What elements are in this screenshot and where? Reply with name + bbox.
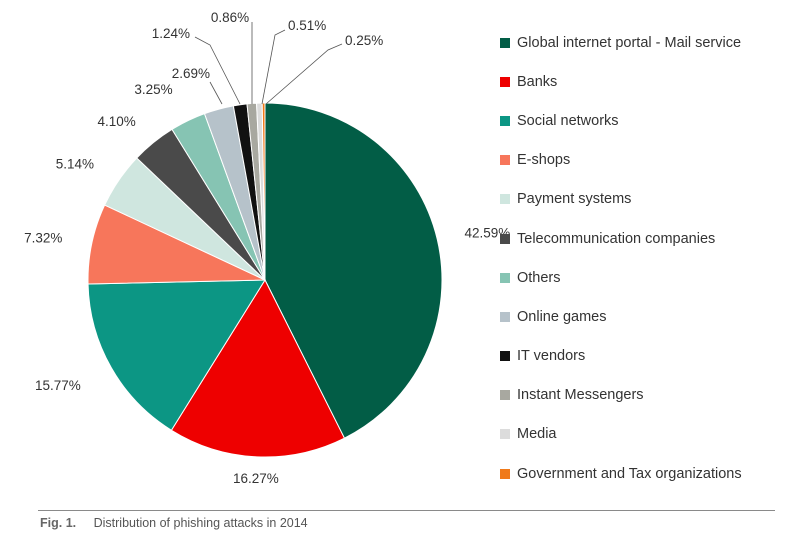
legend-swatch — [500, 351, 510, 362]
legend-label: E-shops — [517, 152, 571, 169]
legend-item: Instant Messengers — [500, 376, 742, 415]
legend-item: Telecommunication companies — [500, 219, 742, 258]
chart-legend: Global internet portal - Mail service Ban… — [500, 23, 742, 493]
legend-label: IT vendors — [517, 348, 586, 365]
legend-label: Global internet portal - Mail service — [517, 34, 742, 51]
slice-value-label: 42.59% — [465, 226, 511, 241]
legend-label: Media — [517, 426, 557, 443]
pie-value-labels: 42.59% 16.27% 15.77% 7.32% 5.14% 4.10% 3.25%2.… — [24, 10, 510, 486]
legend-item: Government and Tax organizations — [500, 454, 742, 493]
slice-value-label: 7.32% — [24, 230, 62, 245]
legend-swatch — [500, 37, 510, 48]
legend-label: Social networks — [517, 112, 619, 129]
legend-swatch — [500, 311, 510, 322]
legend-label: Others — [517, 269, 561, 286]
legend-label: Government and Tax organizations — [517, 465, 742, 482]
slice-value-label: 4.10% — [98, 114, 136, 129]
legend-item: IT vendors — [500, 337, 742, 376]
legend-label: Online games — [517, 308, 607, 325]
legend-swatch — [500, 194, 510, 205]
legend-item: Media — [500, 415, 742, 454]
leader-line — [209, 81, 223, 105]
legend-item: Others — [500, 258, 742, 297]
caption-divider — [38, 510, 775, 511]
legend-swatch — [500, 272, 510, 283]
pie-slices — [87, 102, 443, 458]
legend-item: Social networks — [500, 101, 742, 140]
pie-slice — [264, 102, 443, 439]
legend-swatch — [500, 155, 510, 166]
legend-label: Telecommunication companies — [517, 230, 716, 247]
slice-value-label: 5.14% — [56, 156, 94, 171]
legend-item: E-shops — [500, 141, 742, 180]
slice-value-label: 0.51% — [288, 18, 326, 33]
legend-label: Banks — [517, 73, 558, 90]
figure-number: Fig. 1. — [40, 516, 77, 530]
legend-item: Payment systems — [500, 180, 742, 219]
leader-line — [261, 29, 286, 105]
pie-slice — [87, 279, 266, 431]
legend-swatch — [500, 76, 510, 87]
slice-value-label: 1.24% — [152, 26, 190, 41]
leader-line — [194, 36, 241, 105]
slice-value-label: 15.77% — [35, 378, 81, 393]
slice-value-label: 16.27% — [233, 471, 279, 486]
legend-item: Banks — [500, 62, 742, 101]
figure-caption: Fig. 1. Distribution of phishing attacks… — [40, 516, 308, 530]
figure-caption-text: Distribution of phishing attacks in 2014 — [93, 516, 308, 530]
legend-item: Global internet portal - Mail service — [500, 23, 742, 62]
legend-swatch — [500, 468, 510, 479]
legend-swatch — [500, 233, 510, 244]
pie-slice — [170, 278, 346, 458]
legend-label: Payment systems — [517, 191, 632, 208]
legend-swatch — [500, 390, 510, 401]
label-leader-lines — [194, 22, 343, 105]
slice-value-label: 0.86% — [211, 10, 249, 25]
legend-item: Online games — [500, 297, 742, 336]
legend-swatch — [500, 429, 510, 440]
slice-value-label: 2.69% — [172, 66, 210, 81]
slice-value-label: 0.25% — [345, 33, 383, 48]
slice-value-label: 3.25% — [134, 82, 172, 97]
legend-swatch — [500, 115, 510, 126]
legend-label: Instant Messengers — [517, 387, 644, 404]
leader-line — [265, 43, 343, 105]
